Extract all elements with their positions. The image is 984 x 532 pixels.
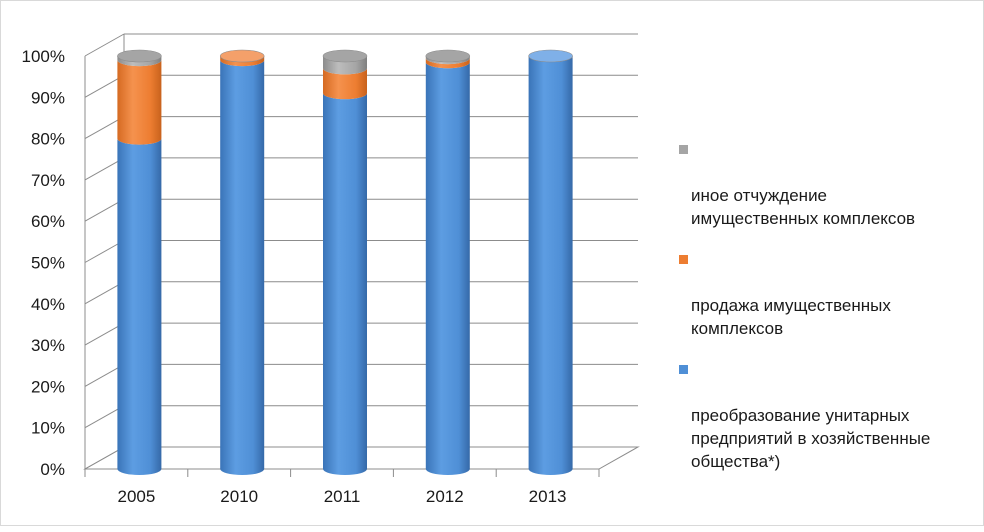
bar-cap-2005 bbox=[117, 49, 162, 63]
bar-cap-2011 bbox=[322, 49, 368, 63]
legend-item-other: иное отчуждение имущественных комплексов bbox=[671, 138, 971, 230]
x-tick-label: 2012 bbox=[426, 487, 464, 506]
y-tick-label: 90% bbox=[31, 88, 65, 107]
gridline-side bbox=[84, 33, 125, 57]
y-tick-label: 80% bbox=[31, 130, 65, 149]
legend-label-sale: продажа имущественных комплексов bbox=[691, 296, 891, 338]
bar-segment-2011-s0 bbox=[323, 93, 367, 476]
legend-swatch-other bbox=[679, 145, 688, 154]
bar-segment-2013-s0 bbox=[528, 56, 573, 475]
bar-segment-2012-s1 bbox=[425, 58, 470, 69]
y-tick-label: 50% bbox=[31, 254, 65, 273]
legend-item-transformation: преобразование унитарных предприятий в х… bbox=[671, 358, 971, 473]
x-tick-label: 2011 bbox=[324, 487, 361, 506]
bar-cap-2013 bbox=[528, 49, 573, 63]
bar-segment-2005-s0 bbox=[117, 138, 162, 475]
legend-label-other: иное отчуждение имущественных комплексов bbox=[691, 186, 916, 228]
bar-segment-2012-s0 bbox=[425, 62, 470, 475]
legend-item-sale: продажа имущественных комплексов bbox=[671, 248, 971, 340]
bar-segment-2010-s0 bbox=[220, 60, 265, 475]
bar-segment-2011-s1 bbox=[323, 68, 367, 100]
legend-swatch-transformation bbox=[679, 365, 688, 374]
y-tick-label: 100% bbox=[22, 47, 65, 66]
bar-segment-2010-s1 bbox=[220, 56, 265, 67]
x-tick-label: 2005 bbox=[117, 487, 155, 506]
x-tick-label: 2010 bbox=[220, 487, 258, 506]
y-tick-label: 20% bbox=[31, 377, 65, 396]
x-tick-label: 2013 bbox=[529, 487, 567, 506]
chart-legend: иное отчуждение имущественных комплексов… bbox=[671, 138, 971, 491]
bar-cap-2010 bbox=[219, 49, 265, 63]
y-tick-label: 70% bbox=[31, 171, 65, 190]
legend-label-transformation: преобразование унитарных предприятий в х… bbox=[691, 406, 931, 471]
y-tick-label: 10% bbox=[31, 419, 65, 438]
bar-segment-2005-s1 bbox=[117, 60, 162, 145]
bar-segment-2005-s2 bbox=[117, 56, 162, 67]
bar-segment-2012-s2 bbox=[425, 56, 470, 65]
y-tick-label: 40% bbox=[31, 295, 65, 314]
y-tick-label: 30% bbox=[31, 336, 65, 355]
bar-segment-2011-s2 bbox=[323, 56, 367, 75]
bar-cap-2012 bbox=[425, 49, 471, 63]
legend-swatch-sale bbox=[679, 255, 688, 264]
y-tick-label: 60% bbox=[31, 212, 65, 231]
y-tick-label: 0% bbox=[40, 460, 65, 479]
